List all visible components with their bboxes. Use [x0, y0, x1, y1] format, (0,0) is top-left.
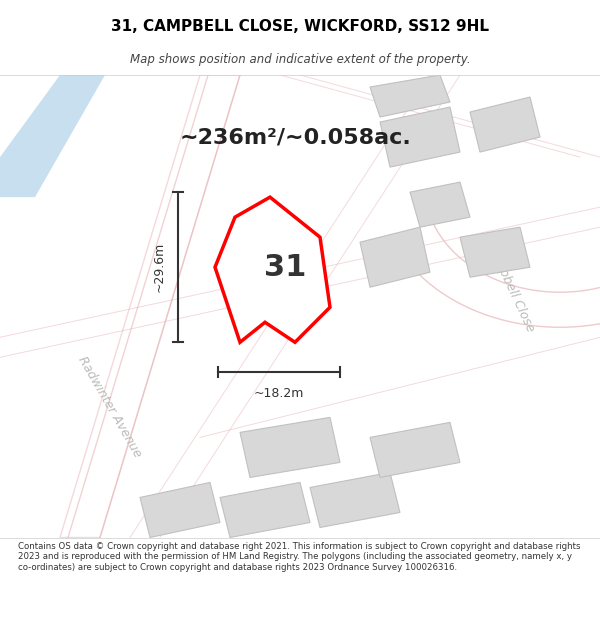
Polygon shape	[220, 482, 310, 538]
Polygon shape	[140, 482, 220, 538]
Polygon shape	[370, 422, 460, 478]
Polygon shape	[360, 227, 430, 288]
Text: Radwinter Avenue: Radwinter Avenue	[76, 354, 144, 460]
Text: 31: 31	[264, 253, 306, 282]
Text: ~236m²/~0.058ac.: ~236m²/~0.058ac.	[179, 127, 411, 147]
Text: 31, CAMPBELL CLOSE, WICKFORD, SS12 9HL: 31, CAMPBELL CLOSE, WICKFORD, SS12 9HL	[111, 19, 489, 34]
Polygon shape	[370, 75, 450, 117]
Polygon shape	[470, 97, 540, 152]
Text: Map shows position and indicative extent of the property.: Map shows position and indicative extent…	[130, 52, 470, 66]
Text: Contains OS data © Crown copyright and database right 2021. This information is : Contains OS data © Crown copyright and d…	[18, 542, 581, 572]
Polygon shape	[410, 182, 470, 227]
Polygon shape	[460, 227, 530, 278]
Polygon shape	[0, 75, 105, 197]
Polygon shape	[60, 75, 240, 538]
Polygon shape	[380, 107, 460, 167]
Text: ~29.6m: ~29.6m	[153, 242, 166, 292]
Polygon shape	[310, 472, 400, 528]
Text: ~18.2m: ~18.2m	[254, 388, 304, 401]
Polygon shape	[215, 197, 330, 342]
Text: Campbell Close: Campbell Close	[484, 241, 536, 334]
Polygon shape	[240, 418, 340, 478]
